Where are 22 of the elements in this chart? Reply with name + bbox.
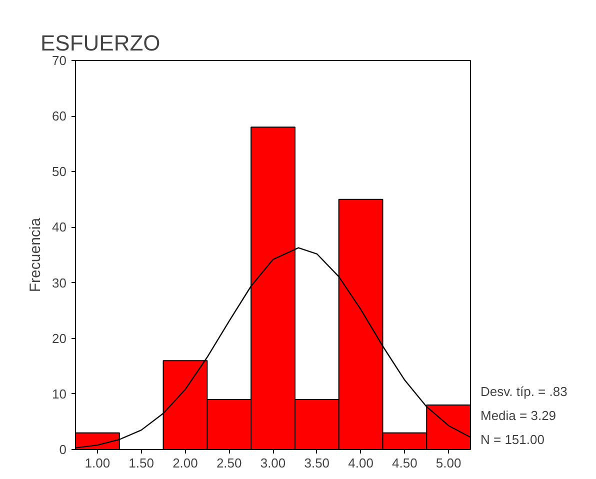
y-tick-label: 60 <box>52 108 67 124</box>
y-tick-label: 70 <box>52 53 67 68</box>
x-tick-label: 2.00 <box>172 456 198 470</box>
x-tick-label: 3.50 <box>304 456 330 470</box>
y-tick-label: 10 <box>52 386 67 402</box>
x-tick-label: 4.00 <box>348 456 374 470</box>
y-axis-title: Frecuencia <box>27 217 44 292</box>
x-tick-label: 4.50 <box>392 456 418 470</box>
x-tick-label: 1.50 <box>128 456 154 470</box>
x-tick-label: 5.00 <box>436 456 462 470</box>
x-tick-label: 3.00 <box>260 456 286 470</box>
text: N = 151.00 <box>480 432 544 447</box>
x-tick-label: 1.00 <box>84 456 110 470</box>
text: Desv. típ. = .83 <box>480 384 568 399</box>
y-tick-label: 0 <box>59 442 67 457</box>
y-tick-label: 40 <box>52 220 67 235</box>
x-tick-label: 2.50 <box>216 456 242 470</box>
chart-title: ESFUERZO <box>40 30 160 56</box>
y-tick-label: 50 <box>52 164 67 180</box>
y-tick-label: 30 <box>52 275 67 290</box>
text: Media = 3.29 <box>480 408 556 423</box>
y-tick-label: 20 <box>52 330 67 346</box>
